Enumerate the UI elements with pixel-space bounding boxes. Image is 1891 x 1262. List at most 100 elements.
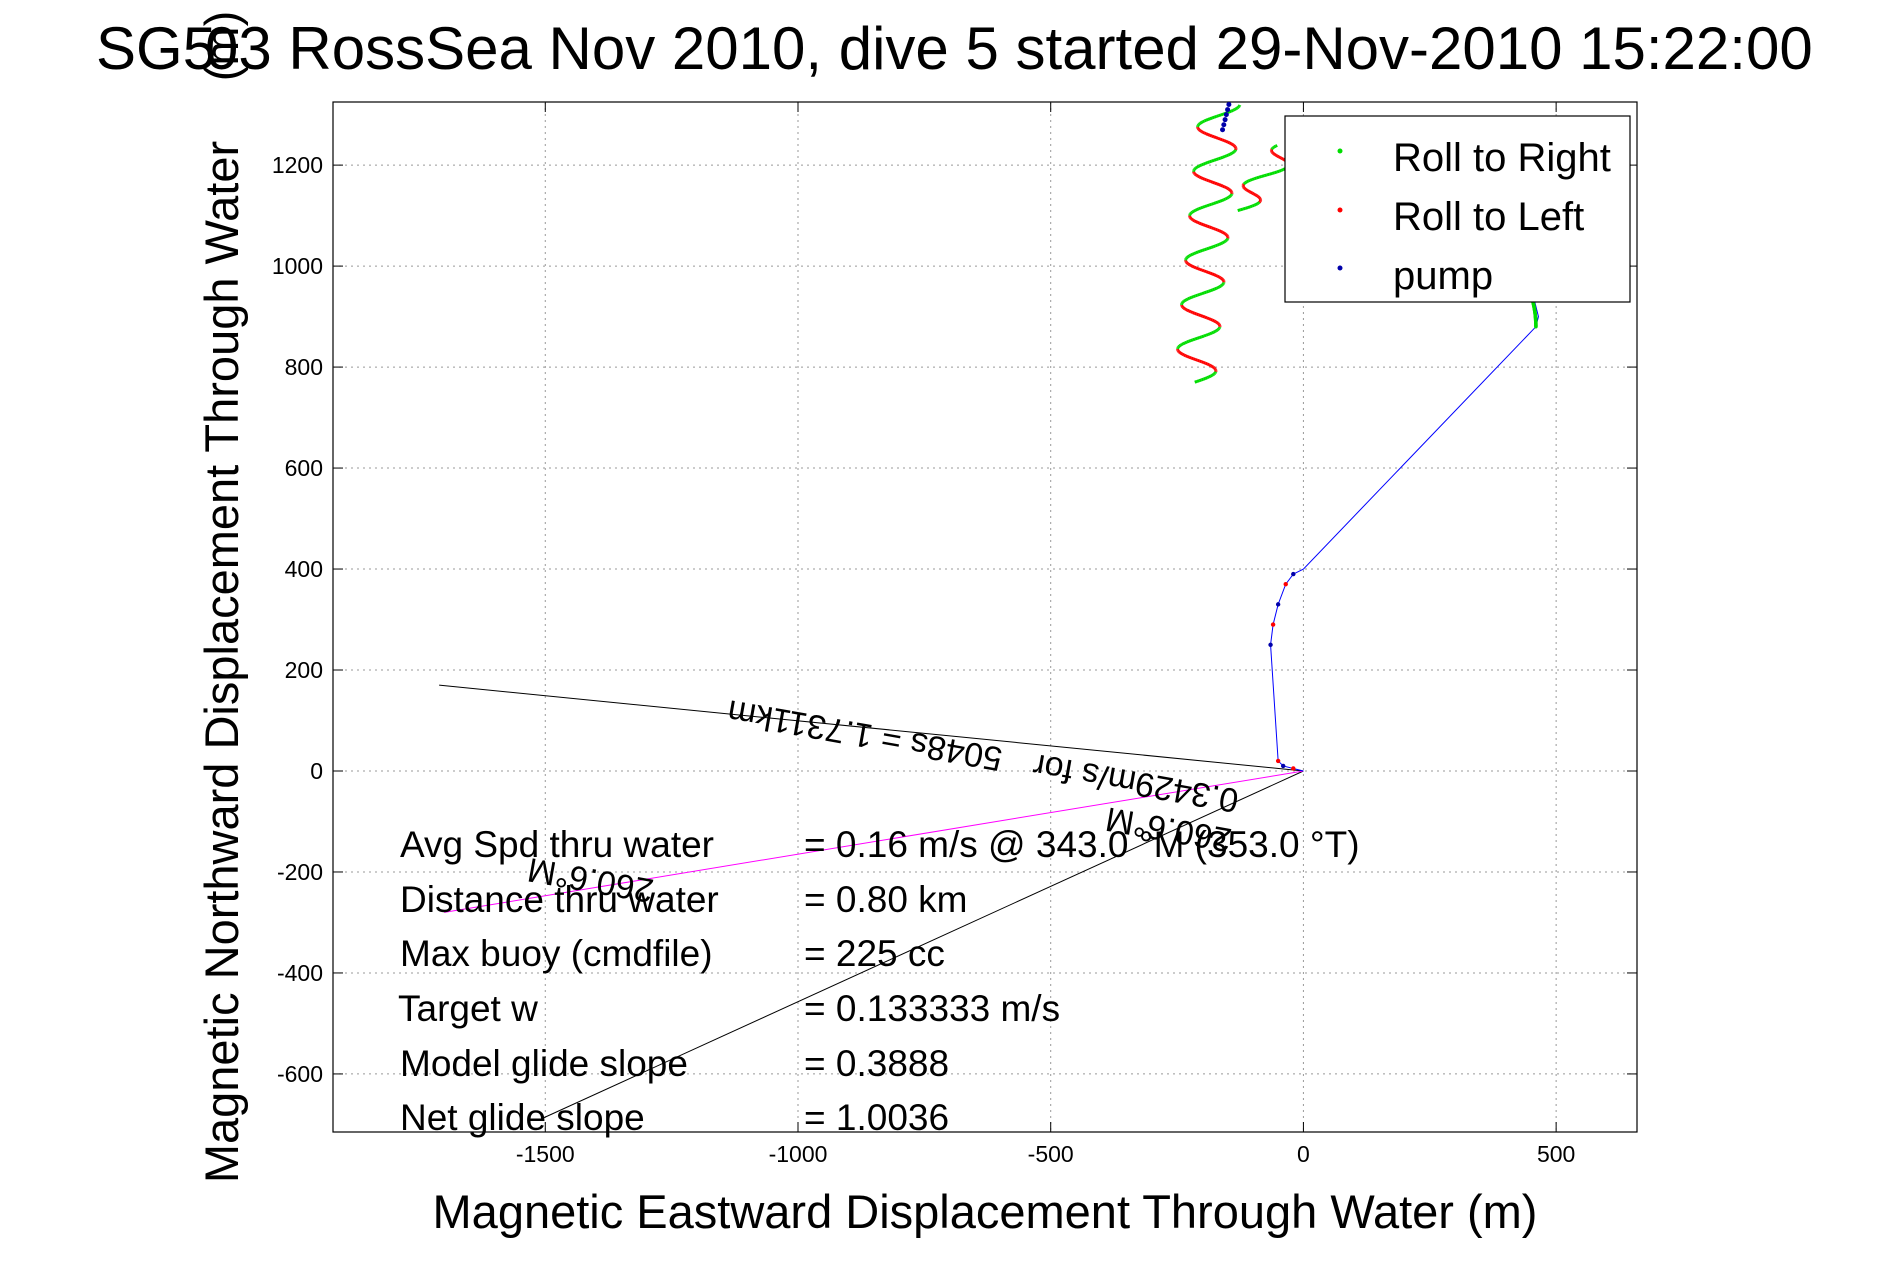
- glider-wiggle-left-segment: [1186, 339, 1190, 344]
- glider-wiggle-top-segment: [1258, 175, 1263, 179]
- glider-wiggle-left-segment: [1206, 316, 1210, 321]
- glider-wiggle-left-segment: [1200, 176, 1204, 180]
- glider-wiggle-left-segment: [1212, 330, 1216, 334]
- glider-wiggle-left-segment: [1217, 327, 1221, 331]
- glider-wiggle-left-segment: [1194, 311, 1198, 316]
- glider-wiggle-left-segment: [1221, 230, 1225, 235]
- legend-marker-roll-right: [1337, 148, 1343, 154]
- grid: [333, 102, 1637, 1132]
- pump-point: [1222, 117, 1228, 123]
- glider-wiggle-top-segment: [1271, 146, 1275, 150]
- glider-wiggle-left-segment: [1185, 308, 1189, 312]
- glider-wiggle-left-segment: [1187, 296, 1191, 301]
- glider-wiggle-left-segment: [1222, 155, 1226, 159]
- glider-wiggle-top-segment: [1243, 186, 1246, 190]
- pump-point: [1223, 112, 1229, 118]
- glider-wiggle-left-segment: [1233, 144, 1237, 148]
- glider-wiggle-left-segment: [1197, 267, 1201, 271]
- glider-wiggle-top-segment: [1249, 204, 1253, 209]
- glider-wiggle-left-segment: [1187, 254, 1191, 258]
- glider-wiggle-top-segment: [1276, 154, 1280, 159]
- glider-wiggle-left-segment: [1197, 122, 1201, 126]
- glider-wiggle-left-segment: [1196, 358, 1201, 363]
- glider-wiggle-left-segment: [1213, 135, 1217, 140]
- glider-wiggle-left-segment: [1229, 189, 1233, 193]
- y-tick-label: -400: [277, 960, 323, 986]
- glider-wiggle-left-segment: [1201, 334, 1205, 339]
- glider-wiggle-left-segment: [1192, 337, 1196, 342]
- glider-wiggle-left-segment: [1223, 231, 1226, 236]
- legend-label-roll-right: Roll to Right: [1393, 136, 1611, 180]
- glider-wiggle-left-segment: [1195, 165, 1198, 170]
- stat-value: = 1.0036: [804, 1097, 949, 1138]
- glider-wiggle-top-segment: [1280, 156, 1284, 161]
- glider-wiggle-left-segment: [1226, 196, 1230, 200]
- glider-wiggle-left-segment: [1211, 318, 1215, 323]
- glider-wiggle-left-segment: [1223, 197, 1227, 202]
- glider-wiggle-left-segment: [1203, 290, 1207, 295]
- glider-wiggle-left-segment: [1230, 151, 1234, 155]
- glider-wiggle-left-segment: [1229, 152, 1233, 156]
- glider-wiggle-left-segment: [1225, 140, 1229, 144]
- glider-wiggle-left-segment: [1193, 208, 1197, 213]
- glider-wiggle-left-segment: [1202, 130, 1206, 135]
- glider-wiggle-left-segment: [1221, 278, 1225, 282]
- glider-wiggle-left-segment: [1184, 260, 1188, 264]
- glider-wiggle-left-segment: [1214, 329, 1218, 333]
- glider-wiggle-left-segment: [1216, 114, 1220, 118]
- glider-wiggle-left-segment: [1199, 292, 1203, 296]
- glider-wiggle-left-segment: [1196, 207, 1200, 211]
- track-point: [1275, 602, 1281, 607]
- line-to-upper-left: [439, 684, 1304, 772]
- pump-point: [1220, 127, 1226, 133]
- glider-wiggle-left-segment: [1225, 238, 1229, 241]
- glider-wiggle-left-segment: [1230, 142, 1234, 146]
- track-point: [1283, 581, 1288, 587]
- legend-marker-pump: [1337, 265, 1343, 271]
- glider-wiggle-left-segment: [1185, 354, 1188, 358]
- glider-wiggle-left-segment: [1206, 160, 1211, 165]
- glider-wiggle-left-segment: [1213, 319, 1217, 323]
- glider-wiggle-left-segment: [1197, 249, 1201, 254]
- glider-wiggle-left-segment: [1215, 286, 1219, 290]
- glider-wiggle-left-segment: [1181, 305, 1184, 309]
- glider-wiggle-top-segment: [1242, 186, 1246, 189]
- y-tick-label: -600: [277, 1061, 323, 1087]
- stat-label: Distance thru water: [400, 879, 719, 920]
- glider-wiggle-left-segment: [1207, 270, 1211, 275]
- glider-wiggle-left-segment: [1198, 313, 1202, 317]
- y-tick-label: -200: [277, 859, 323, 885]
- glider-wiggle-left-segment: [1203, 333, 1207, 338]
- glider-wiggle-left-segment: [1196, 379, 1200, 383]
- glider-wiggle-left-segment: [1215, 200, 1219, 205]
- glider-wiggle-left-segment: [1213, 227, 1217, 231]
- glider-wiggle-left-segment: [1214, 243, 1218, 248]
- glider-wiggle-top-segment: [1258, 196, 1262, 200]
- glider-wiggle-left-segment: [1197, 221, 1200, 225]
- glider-wiggle-left-segment: [1207, 332, 1211, 336]
- x-tick-label: -500: [1028, 1141, 1074, 1167]
- glider-wiggle-top-segment: [1270, 147, 1274, 151]
- glider-wiggle-top-segment: [1278, 169, 1282, 173]
- glider-wiggle-left-segment: [1220, 183, 1224, 188]
- stat-value: = 0.80 km: [804, 879, 968, 920]
- glider-wiggle-left-segment: [1212, 287, 1216, 292]
- glider-wiggle-left-segment: [1192, 218, 1196, 223]
- stats-block: Avg Spd thru water = 0.16 m/s @ 343.0 °M…: [398, 824, 1360, 1138]
- glider-wiggle-left-segment: [1209, 271, 1213, 276]
- glider-wiggle-left-segment: [1218, 113, 1222, 118]
- glider-wiggle-left-segment: [1227, 152, 1231, 157]
- glider-wiggle-left-segment: [1213, 273, 1217, 277]
- glider-wiggle-top-segment: [1251, 203, 1255, 208]
- glider-wiggle-left-segment: [1188, 339, 1192, 343]
- glider-wiggle-left-segment: [1209, 374, 1213, 378]
- glider-wiggle-left-segment: [1182, 300, 1185, 304]
- glider-wiggle-left-segment: [1183, 299, 1186, 303]
- glider-wiggle-left-segment: [1202, 205, 1206, 209]
- glider-wiggle-left-segment: [1204, 177, 1208, 182]
- glider-wiggle-left-segment: [1198, 128, 1202, 132]
- glider-wiggle-top-segment: [1256, 201, 1260, 206]
- glider-wiggle-left-segment: [1213, 201, 1217, 205]
- glider-wiggle-left-segment: [1203, 118, 1207, 123]
- glider-wiggle-left-segment: [1230, 108, 1234, 113]
